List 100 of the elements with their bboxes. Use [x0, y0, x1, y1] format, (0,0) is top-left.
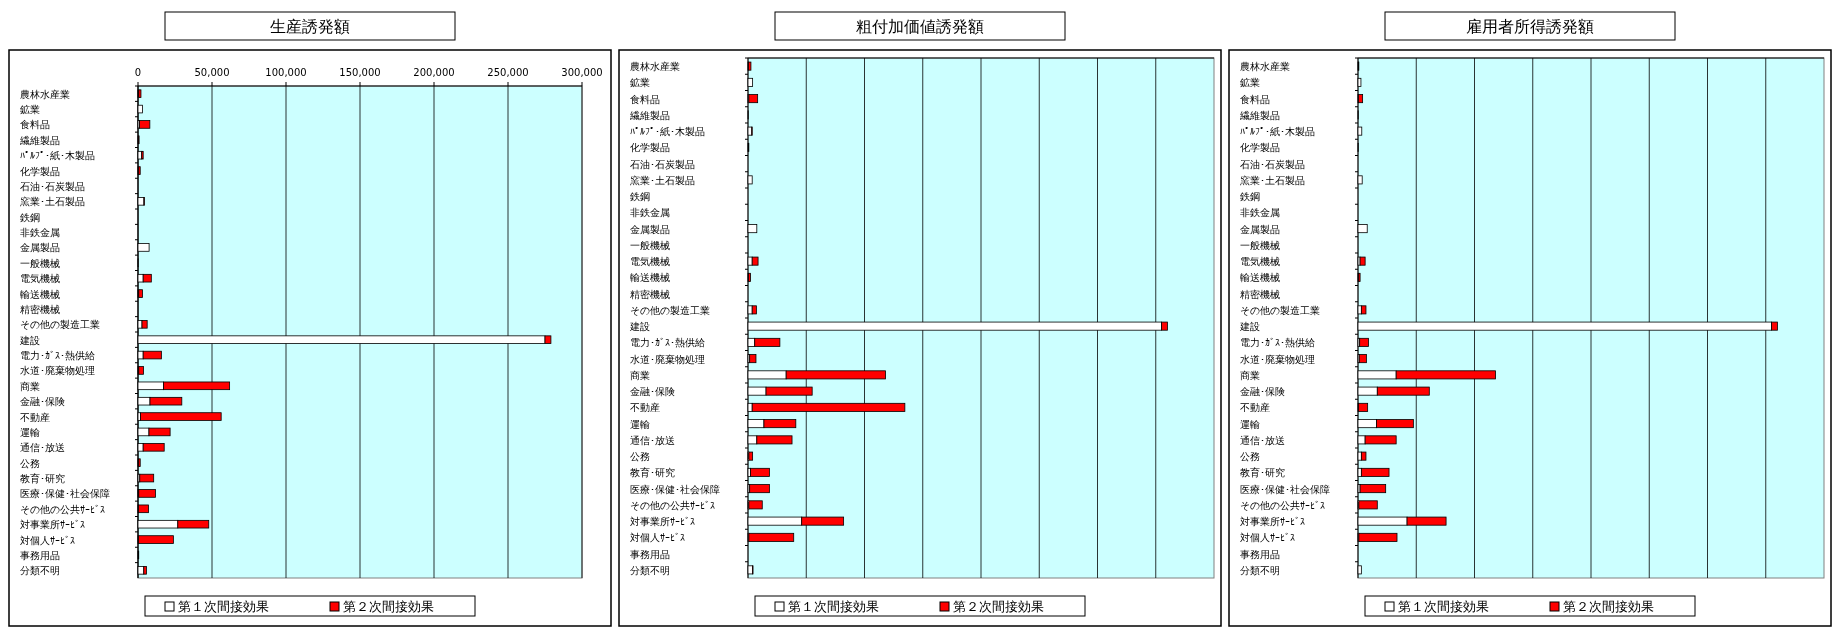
y-tick-label: 対個人ｻｰﾋﾞｽ — [630, 532, 685, 544]
y-tick-label: 窯業･土石製品 — [1240, 174, 1305, 186]
y-tick-label: 非鉄金属 — [630, 207, 670, 219]
y-tick-label: 食料品 — [630, 93, 660, 105]
y-tick-label: 事務用品 — [20, 549, 60, 561]
y-tick-label: 農林水産業 — [630, 61, 680, 73]
y-tick-label: 建設 — [1239, 321, 1260, 333]
legend-label: 第２次間接効果 — [953, 599, 1044, 614]
y-tick-label: 公務 — [20, 457, 40, 469]
y-tick-label: 水道･廃棄物処理 — [1240, 353, 1315, 365]
y-tick-label: 繊維製品 — [1239, 109, 1280, 121]
y-tick-label: 鉄鋼 — [20, 211, 40, 223]
y-tick-label: 輸送機械 — [1240, 272, 1280, 284]
y-tick-label: 電気機械 — [630, 256, 670, 268]
y-tick-label: 不動産 — [20, 411, 50, 423]
legend-label: 第１次間接効果 — [1398, 599, 1489, 614]
y-tick-label: その他の公共ｻｰﾋﾞｽ — [20, 503, 105, 515]
y-tick-label: 公務 — [630, 451, 650, 463]
y-tick-label: 通信･放送 — [1240, 434, 1285, 446]
chart-title: 粗付加価値誘発額 — [856, 17, 984, 36]
y-tick-label: 事務用品 — [1240, 548, 1280, 560]
y-tick-label: 医療･保健･社会保障 — [630, 483, 720, 495]
y-tick-label: 対事業所ｻｰﾋﾞｽ — [1240, 516, 1305, 528]
y-tick-label: 窯業･土石製品 — [630, 174, 695, 186]
y-tick-label: 水道･廃棄物処理 — [20, 365, 95, 377]
y-tick-label: 農林水産業 — [1240, 61, 1290, 73]
y-tick-label: 分類不明 — [1240, 564, 1280, 576]
y-tick-label: 電力･ｶﾞｽ･熱供給 — [20, 350, 95, 362]
y-tick-label: 電力･ｶﾞｽ･熱供給 — [630, 337, 705, 349]
y-tick-label: 運輸 — [1240, 418, 1260, 430]
y-tick-label: 輸送機械 — [630, 272, 670, 284]
y-tick-label: その他の製造工業 — [20, 319, 100, 331]
y-tick-label: 一般機械 — [20, 257, 60, 269]
y-tick-label: 不動産 — [1240, 402, 1270, 414]
y-tick-label: 対個人ｻｰﾋﾞｽ — [20, 534, 75, 546]
x-tick-label: 300,000 — [561, 67, 603, 78]
y-tick-label: ﾊﾟﾙﾌﾟ･紙･木製品 — [20, 150, 95, 162]
y-tick-label: 電気機械 — [20, 273, 60, 285]
y-tick-label: 金属製品 — [630, 223, 670, 235]
legend-label: 第１次間接効果 — [178, 599, 269, 614]
chart-title: 生産誘発額 — [270, 17, 350, 36]
y-tick-label: 医療･保健･社会保障 — [20, 488, 110, 500]
y-tick-label: 精密機械 — [1240, 288, 1280, 300]
y-tick-label: 繊維製品 — [629, 109, 670, 121]
x-tick-label: 250,000 — [487, 67, 529, 78]
y-tick-label: 教育･研究 — [1240, 467, 1285, 479]
y-tick-label: 鉄鋼 — [630, 191, 650, 203]
y-tick-label: 金融･保険 — [20, 396, 65, 408]
y-tick-label: 事務用品 — [630, 548, 670, 560]
y-tick-label: 教育･研究 — [630, 467, 675, 479]
y-tick-label: ﾊﾟﾙﾌﾟ･紙･木製品 — [630, 126, 705, 138]
y-tick-label: 金属製品 — [1240, 223, 1280, 235]
y-tick-label: 食料品 — [1240, 93, 1270, 105]
y-tick-label: その他の製造工業 — [630, 304, 710, 316]
y-tick-label: 分類不明 — [630, 564, 670, 576]
y-tick-label: 化学製品 — [20, 165, 60, 177]
y-tick-label: 石油･石炭製品 — [1240, 158, 1305, 170]
y-tick-label: 石油･石炭製品 — [630, 158, 695, 170]
x-tick-label: 50,000 — [194, 67, 230, 78]
y-tick-label: 通信･放送 — [20, 442, 65, 454]
y-tick-label: 食料品 — [20, 119, 50, 131]
y-tick-label: 電気機械 — [1240, 256, 1280, 268]
y-tick-label: 金融･保険 — [630, 386, 675, 398]
y-tick-label: 繊維製品 — [19, 134, 60, 146]
y-tick-label: 建設 — [629, 321, 650, 333]
x-tick-label: 0 — [134, 67, 142, 78]
y-tick-label: 鉱業 — [630, 77, 650, 89]
y-tick-label: 電力･ｶﾞｽ･熱供給 — [1240, 337, 1315, 349]
y-tick-label: その他の製造工業 — [1240, 304, 1320, 316]
y-tick-label: 水道･廃棄物処理 — [630, 353, 705, 365]
y-tick-label: ﾊﾟﾙﾌﾟ･紙･木製品 — [1240, 126, 1315, 138]
y-tick-label: 非鉄金属 — [20, 227, 60, 239]
y-tick-label: 対事業所ｻｰﾋﾞｽ — [630, 516, 695, 528]
y-tick-label: 運輸 — [630, 418, 650, 430]
y-tick-label: 金属製品 — [20, 242, 60, 254]
y-tick-label: その他の公共ｻｰﾋﾞｽ — [1240, 499, 1325, 511]
y-tick-label: 運輸 — [20, 426, 40, 438]
y-tick-label: 鉱業 — [20, 104, 40, 116]
legend-label: 第２次間接効果 — [343, 599, 434, 614]
y-tick-label: 商業 — [1240, 369, 1260, 381]
y-tick-label: 公務 — [1240, 451, 1260, 463]
x-tick-label: 100,000 — [265, 67, 307, 78]
y-tick-label: その他の公共ｻｰﾋﾞｽ — [630, 499, 715, 511]
y-tick-label: 分類不明 — [20, 565, 60, 577]
y-tick-label: 非鉄金属 — [1240, 207, 1280, 219]
y-tick-label: 対個人ｻｰﾋﾞｽ — [1240, 532, 1295, 544]
y-tick-label: 化学製品 — [1240, 142, 1280, 154]
y-tick-label: 化学製品 — [630, 142, 670, 154]
y-tick-label: 通信･放送 — [630, 434, 675, 446]
y-tick-label: 医療･保健･社会保障 — [1240, 483, 1330, 495]
y-tick-label: 教育･研究 — [20, 473, 65, 485]
chart-title: 雇用者所得誘発額 — [1466, 17, 1594, 36]
y-tick-label: 鉄鋼 — [1240, 191, 1260, 203]
y-tick-label: 一般機械 — [630, 239, 670, 251]
x-tick-label: 150,000 — [339, 67, 381, 78]
x-tick-label: 200,000 — [413, 67, 455, 78]
y-tick-label: 精密機械 — [630, 288, 670, 300]
legend-label: 第１次間接効果 — [788, 599, 879, 614]
y-tick-label: 商業 — [20, 380, 40, 392]
legend-label: 第２次間接効果 — [1563, 599, 1654, 614]
